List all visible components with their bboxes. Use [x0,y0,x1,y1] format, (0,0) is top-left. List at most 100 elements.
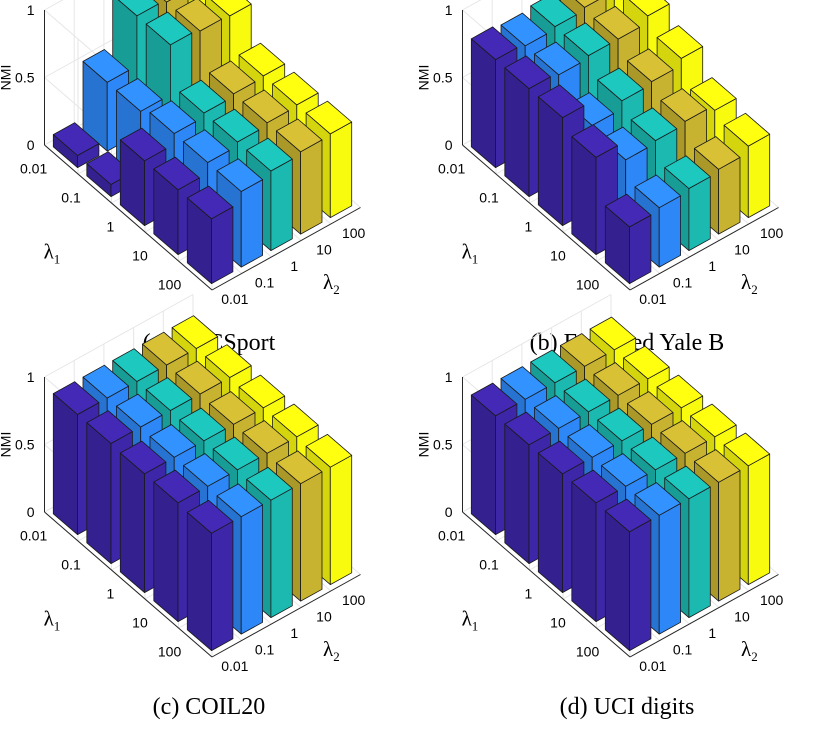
lambda1-tick-label: 0.01 [20,161,47,177]
z-tick-label: 0 [445,137,453,153]
lambda2-ticks: 0.01 0.1 1 10 100 [221,225,365,307]
lambda2-tick-label: 1 [290,258,298,274]
bar-top-face [504,411,551,446]
bar-top-face [530,349,577,384]
bar-top-face [117,0,159,17]
bar-top-face [690,77,737,111]
bar-front-face [747,133,771,219]
grid-line [462,294,612,378]
bar-top-face [119,127,167,162]
lambda1-ticks: 0.01 0.1 1 10 100 [438,161,599,293]
lambda1-tick-label: 100 [576,277,600,293]
lambda1-tick-label: 100 [158,644,182,660]
bar-top-face [563,378,611,413]
lambda2-tick-label: 0.01 [221,658,248,674]
bar-top-face [690,403,737,438]
bar-front-face [270,487,293,619]
bar-top-face [567,424,615,458]
grid-line [44,294,194,378]
bar-top-face [216,158,264,192]
bar-top-face [116,78,163,112]
bar-top-face [656,25,704,59]
lambda2-subscript: 2 [751,282,758,297]
lambda1-tick-label: 0.01 [20,528,47,544]
bar-top-face [52,381,100,415]
bar-top-face [216,483,264,518]
lambda2-tick-label: 0.1 [255,274,275,290]
bar-top-face [628,0,670,17]
bar-front-face [329,454,353,586]
bar-top-face [693,136,741,170]
bar-top-face [604,193,652,228]
bar [52,122,100,169]
lambda1-tick-label: 1 [524,586,532,602]
bar-top-face [601,453,648,487]
bar-top-face [534,41,581,76]
lambda2-tick-label: 0.1 [673,274,693,290]
bar-top-face [656,374,704,409]
bar-top-face [186,185,234,220]
lambda2-symbol: λ [323,637,334,661]
lambda2-tick-label: 0.01 [639,658,666,674]
bar-top-face [275,118,323,153]
bar-top-face [52,122,100,156]
bar-top-face [112,348,159,382]
bar-front-face [688,176,711,252]
z-tick-label: 1 [27,2,35,18]
z-axis-label: NMI [0,65,14,91]
bar-side-face [470,394,496,536]
lambda1-ticks: 0.01 0.1 1 10 100 [20,161,181,293]
lambda2-tick-label: 0.01 [639,291,666,307]
lambda2-symbol: λ [741,270,752,294]
z-tick-label: 0 [27,504,35,520]
bar-top-face [593,362,640,396]
lambda1-axis-line [44,511,213,658]
bar-top-face [183,453,230,487]
lambda1-tick-label: 1 [106,586,114,602]
lambda1-tick-label: 100 [576,644,600,660]
bar-top-face [305,100,353,135]
bar-top-face [246,467,293,501]
bar-top-face [593,6,640,40]
bar-top-face [175,360,222,395]
lambda1-axis-label: λ1 [462,239,479,266]
bar-top-face [660,88,707,122]
bar-top-face [183,129,230,163]
bar-top-face [145,11,193,46]
bar-top-face [82,364,130,399]
caption-uci-digits: (d) UCI digits [559,694,695,720]
z-tick-label: 0.5 [433,70,453,86]
bar-side-face [153,481,179,623]
lambda2-symbol: λ [741,637,752,661]
lambda2-axis-line [629,574,779,658]
lambda1-tick-label: 10 [132,615,148,631]
z-axis-label: NMI [416,65,432,91]
bar-front-face [747,453,771,586]
bar-top-face [504,55,551,89]
bar-top-face [153,469,200,504]
bar [186,499,234,652]
bar-side-face [537,96,563,227]
lambda1-tick-label: 10 [550,615,566,631]
bar-top-face [242,420,289,454]
z-axis-label: NMI [0,432,14,458]
bar-top-face [272,403,319,438]
z-ticks: 00.51 [433,369,453,520]
bar-top-face [723,112,771,147]
bar-side-face [504,423,530,565]
bar-front-face [658,195,682,268]
bar-top-face [141,331,189,366]
bar [186,185,234,285]
bar-top-face [660,420,707,454]
bar-side-face [119,452,145,594]
bar-top-face [208,60,256,95]
z-tick-label: 1 [445,369,453,385]
bar-top-face [589,316,637,351]
lambda2-tick-label: 10 [316,608,332,624]
bar-front-face [300,471,323,602]
bar-front-face [629,519,652,652]
bar-top-face [82,49,130,83]
